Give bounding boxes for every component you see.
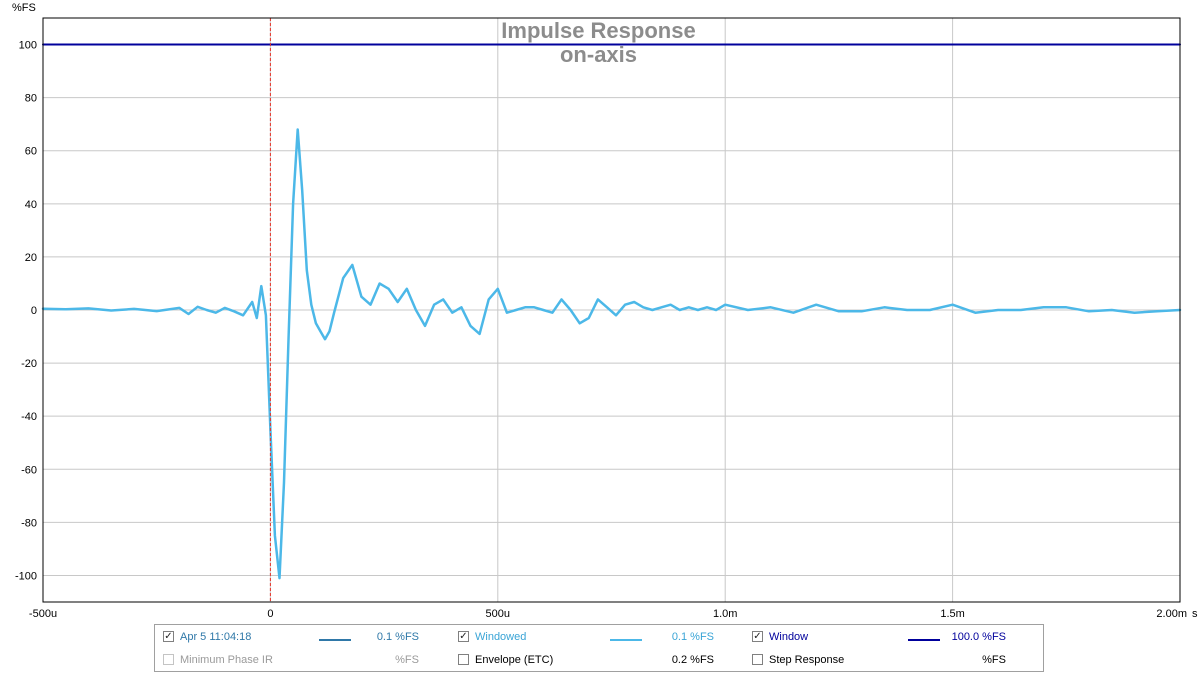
- legend: ✓ Apr 5 11:04:18 0.1 %FS ✓ Windowed 0.1 …: [154, 624, 1044, 672]
- y-tick-label: 80: [25, 93, 37, 105]
- value-measurement: 0.1 %FS: [376, 631, 419, 643]
- x-tick-label: 1.0m: [713, 608, 737, 620]
- windowed-checkbox[interactable]: ✓: [458, 631, 469, 642]
- y-tick-label: -40: [21, 411, 37, 423]
- y-tick-label: 60: [25, 146, 37, 158]
- legend-label-measurement: Apr 5 11:04:18: [180, 631, 252, 643]
- y-tick-label: -100: [15, 570, 37, 582]
- chart-title: Impulse Response: [501, 18, 695, 43]
- tick-labels: -500u 0 500u 1.0m 1.5m 2.00m 100 80 60 40 20 0 -20 -4…: [15, 40, 1187, 620]
- window-checkbox[interactable]: ✓: [752, 631, 763, 642]
- y-tick-label: -60: [21, 464, 37, 476]
- legend-row-1: ✓ Apr 5 11:04:18 0.1 %FS ✓ Windowed 0.1 …: [155, 628, 1043, 648]
- y-tick-label: 20: [25, 252, 37, 264]
- legend-label-windowed: Windowed: [475, 631, 527, 643]
- x-tick-label: 1.5m: [940, 608, 964, 620]
- envelope-checkbox[interactable]: [458, 654, 469, 665]
- y-tick-label: 0: [31, 305, 37, 317]
- y-axis-unit: %FS: [12, 2, 36, 14]
- y-tick-label: -80: [21, 517, 37, 529]
- x-axis-unit: s: [1192, 608, 1198, 620]
- measurement-checkbox[interactable]: ✓: [163, 631, 174, 642]
- chart-subtitle: on-axis: [560, 42, 637, 67]
- value-step-response: %FS: [982, 654, 1006, 666]
- legend-label-window: Window: [769, 631, 809, 643]
- legend-label-min-phase: Minimum Phase IR: [180, 654, 273, 666]
- legend-label-envelope: Envelope (ETC): [475, 654, 554, 666]
- value-min-phase: %FS: [395, 654, 419, 666]
- x-tick-label: 500u: [486, 608, 510, 620]
- value-envelope: 0.2 %FS: [671, 654, 714, 666]
- x-tick-label: -500u: [29, 608, 57, 620]
- x-tick-label: 0: [267, 608, 273, 620]
- swatch-measurement: [319, 639, 351, 641]
- y-tick-label: -20: [21, 358, 37, 370]
- value-window: 100.0 %FS: [951, 631, 1006, 643]
- min-phase-checkbox[interactable]: [163, 654, 174, 665]
- value-windowed: 0.1 %FS: [671, 631, 714, 643]
- impulse-response-chart: -500u 0 500u 1.0m 1.5m 2.00m 100 80 60 40 20 0 -20 -4…: [12, 2, 1198, 620]
- step-response-checkbox[interactable]: [752, 654, 763, 665]
- series-line-windowed: [41, 128, 1182, 580]
- y-tick-label: 40: [25, 199, 37, 211]
- legend-label-step-response: Step Response: [769, 654, 845, 666]
- legend-row-2: Minimum Phase IR %FS Envelope (ETC) 0.2 …: [155, 651, 1043, 671]
- series: [41, 43, 1182, 580]
- plot-frame: [42, 17, 1181, 603]
- swatch-window: [908, 639, 940, 641]
- swatch-windowed: [610, 639, 642, 641]
- x-tick-label: 2.00m: [1156, 608, 1187, 620]
- y-tick-label: 100: [19, 40, 37, 52]
